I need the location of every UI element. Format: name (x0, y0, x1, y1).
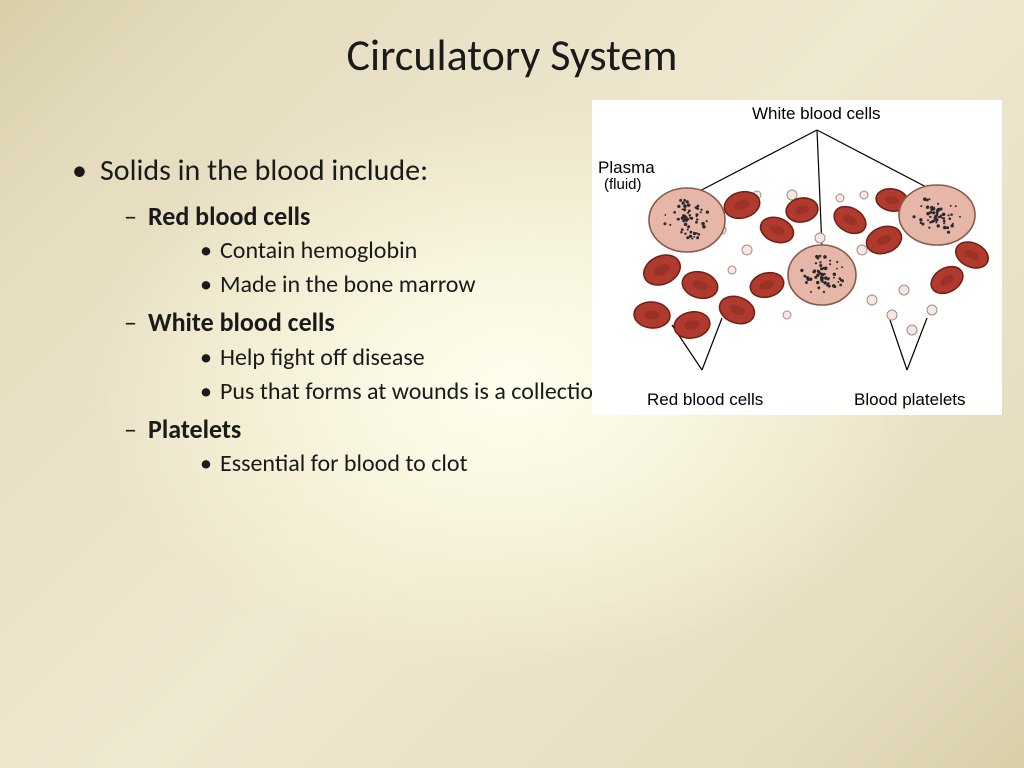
diagram-label-wbc: White blood cells (752, 104, 881, 124)
bullet-main-text: Solids in the blood include: (100, 152, 428, 189)
bullet-platelets-label: Platelets (148, 413, 241, 445)
bullet-platelets-sub-0: Essential for blood to clot (148, 449, 964, 479)
diagram-label-rbc: Red blood cells (647, 390, 763, 410)
diagram-label-plasma-sub: (fluid) (604, 176, 642, 193)
diagram-label-platelets: Blood platelets (854, 390, 966, 410)
blood-diagram-svg (592, 100, 1002, 415)
bullet-wbc-label: White blood cells (148, 306, 335, 338)
diagram-label-plasma: Plasma (598, 158, 655, 178)
slide: Circulatory System Solids in the blood i… (0, 0, 1024, 768)
bullet-rbc-label: Red blood cells (148, 200, 310, 232)
slide-title: Circulatory System (0, 28, 1024, 82)
bullet-platelets: Platelets Essential for blood to clot (100, 413, 964, 480)
blood-components-diagram: White blood cells Plasma (fluid) Red blo… (592, 100, 1002, 415)
